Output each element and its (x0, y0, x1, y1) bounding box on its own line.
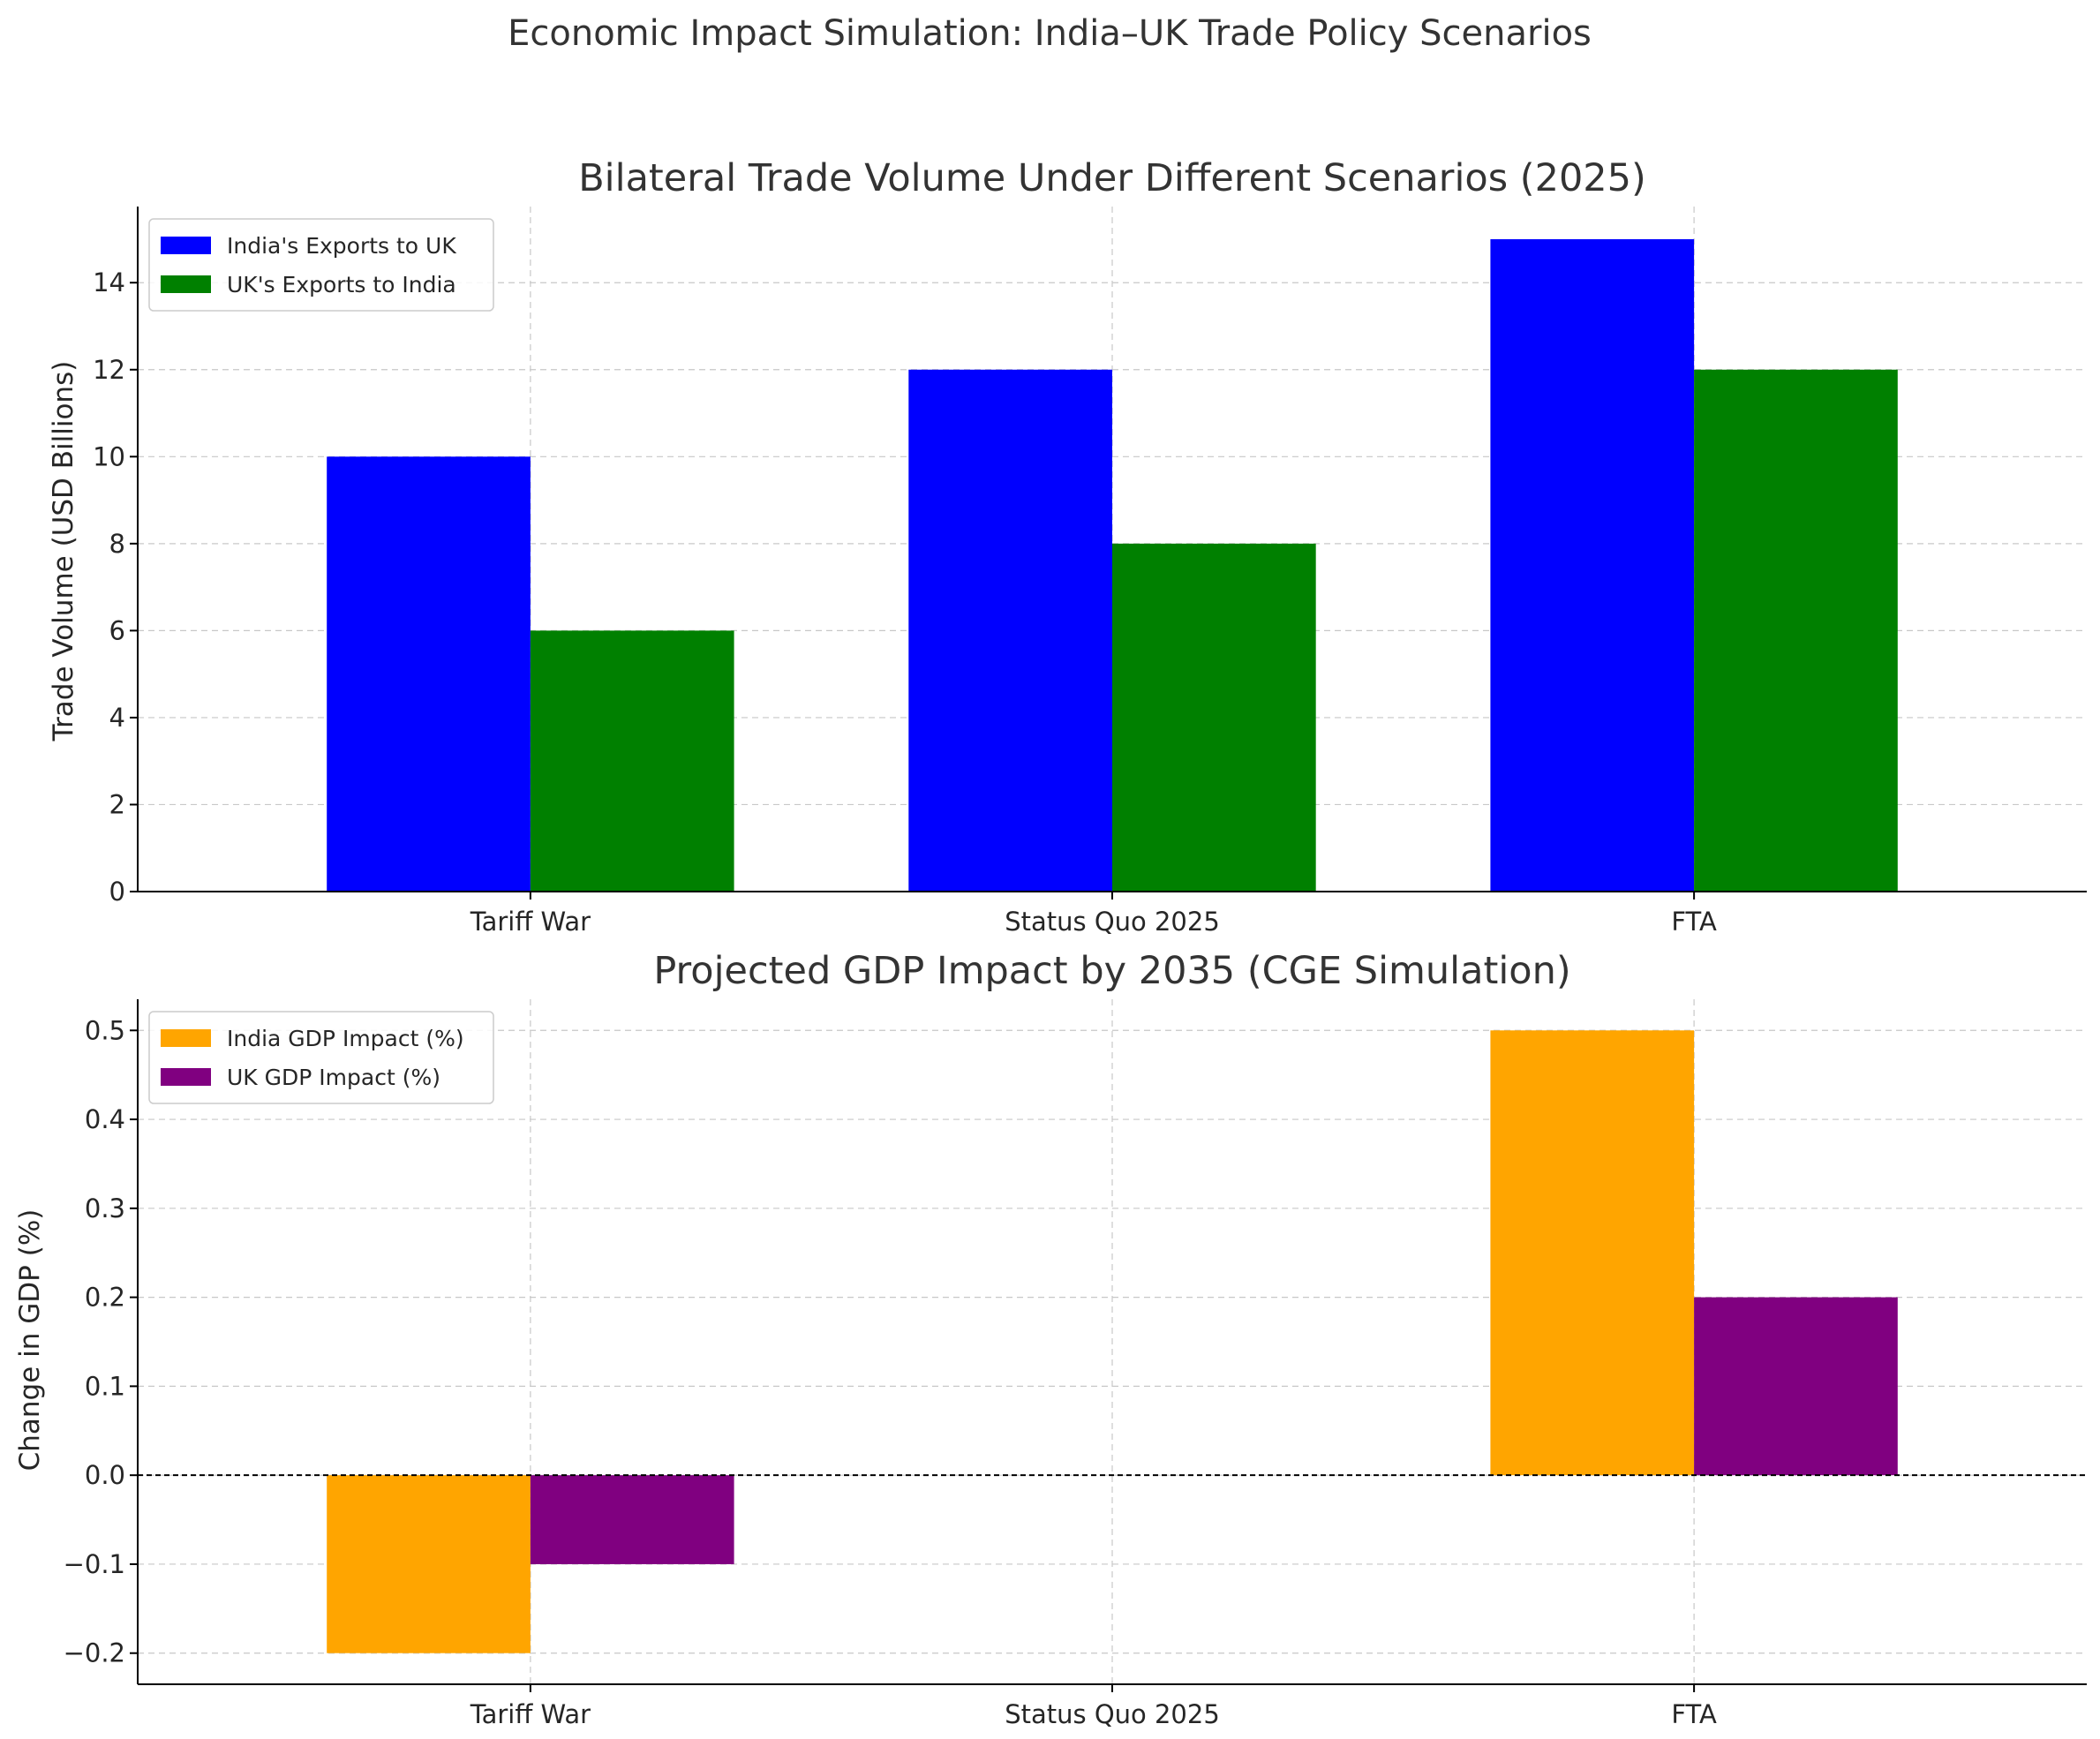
y-tick-label: 14 (93, 267, 125, 297)
y-tick-label: 4 (109, 703, 125, 733)
ticks: 0 2 4 6 8 10 12 14 Tariff War Status Quo 2025 FTA (93, 267, 1717, 937)
bar-uk-s-exports-to-india-fta (1694, 369, 1898, 892)
y-tick-label: 0.1 (85, 1371, 125, 1401)
y-tick-label: 0.5 (85, 1015, 125, 1045)
y-tick-label: 8 (109, 529, 125, 559)
chart-title: Bilateral Trade Volume Under Different S… (578, 156, 1646, 200)
x-tick-label: Tariff War (470, 907, 591, 937)
bars (327, 1030, 1898, 1653)
y-tick-label: −0.1 (64, 1549, 125, 1579)
ticks: −0.2 −0.1 0.0 0.1 0.2 0.3 0.4 0.5 Tariff War Stat… (64, 1015, 1717, 1729)
bar-india-gdp-impact-tariff-war (327, 1475, 531, 1653)
y-axis-label: Change in GDP (%) (14, 1209, 46, 1472)
legend-box (148, 218, 494, 312)
bar-uk-gdp-impact-tariff-war (530, 1475, 734, 1564)
trade-volume-chart: Bilateral Trade Volume Under Different S… (48, 156, 2087, 937)
legend-swatch-india-s-exports-to-uk (161, 237, 211, 254)
bar-uk-s-exports-to-india-status-quo-2025 (1112, 543, 1316, 892)
x-tick-label: Status Quo 2025 (1005, 1699, 1220, 1729)
legend-label: India's Exports to UK (227, 233, 456, 259)
y-tick-label: 0 (109, 877, 125, 907)
y-tick-label: −0.2 (64, 1638, 125, 1668)
bar-india-gdp-impact-fta (1490, 1030, 1695, 1476)
legend: India GDP Impact (%) UK GDP Impact (%) (148, 1011, 494, 1104)
y-tick-label: 0.4 (85, 1104, 125, 1134)
bar-uk-s-exports-to-india-tariff-war (530, 630, 734, 892)
legend-label: UK's Exports to India (227, 272, 456, 297)
bar-uk-gdp-impact-fta (1694, 1297, 1898, 1476)
y-tick-label: 0.0 (85, 1460, 125, 1490)
x-tick-label: FTA (1671, 1699, 1717, 1729)
x-tick-label: Tariff War (470, 1699, 591, 1729)
legend-box (148, 1011, 494, 1104)
bar-india-s-exports-to-uk-fta (1490, 238, 1695, 892)
y-tick-label: 0.2 (85, 1283, 125, 1313)
y-tick-label: 6 (109, 615, 125, 645)
gdp-impact-chart: Projected GDP Impact by 2035 (CGE Simula… (14, 949, 2087, 1729)
figure-suptitle: Economic Impact Simulation: India–UK Tra… (508, 13, 1592, 54)
x-tick-label: Status Quo 2025 (1005, 907, 1220, 937)
x-tick-label: FTA (1671, 907, 1717, 937)
legend-swatch-uk-s-exports-to-india (161, 275, 211, 293)
y-tick-label: 0.3 (85, 1193, 125, 1223)
legend-label: UK GDP Impact (%) (227, 1065, 440, 1090)
bar-india-s-exports-to-uk-status-quo-2025 (908, 369, 1112, 892)
legend: India's Exports to UK UK's Exports to Ind… (148, 218, 494, 312)
y-tick-label: 2 (109, 789, 125, 819)
legend-swatch-india-gdp-impact (161, 1029, 211, 1047)
bars (327, 238, 1898, 892)
bar-india-s-exports-to-uk-tariff-war (327, 456, 531, 892)
y-tick-label: 12 (93, 355, 125, 385)
y-tick-label: 10 (93, 441, 125, 471)
y-axis-label: Trade Volume (USD Billions) (48, 361, 79, 742)
legend-label: India GDP Impact (%) (227, 1026, 464, 1051)
chart-title: Projected GDP Impact by 2035 (CGE Simula… (653, 949, 1570, 993)
legend-swatch-uk-gdp-impact (161, 1068, 211, 1086)
